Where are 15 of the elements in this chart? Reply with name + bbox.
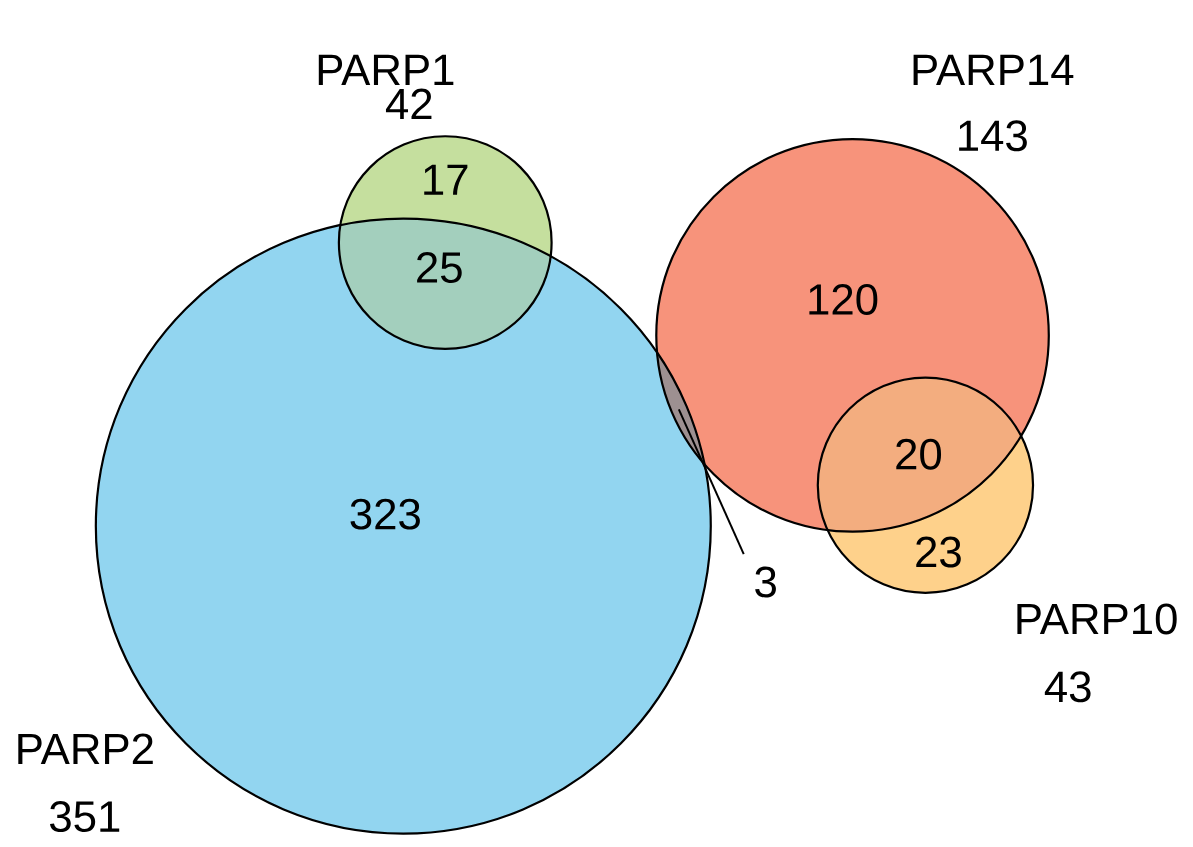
text: 120 — [809, 284, 878, 316]
text: 25 — [417, 252, 462, 284]
text: 23 — [916, 536, 961, 568]
category-label: PARP14 — [913, 54, 1074, 86]
category-label: PARP10 — [1017, 603, 1177, 635]
data-label: 351 — [50, 801, 120, 833]
category-label: PARP1 — [318, 54, 454, 86]
data-label: 143 — [959, 120, 1027, 152]
data-label: 42 — [385, 88, 432, 120]
text: 17 — [424, 164, 468, 195]
text: 3 — [755, 566, 776, 598]
data-label: 43 — [1044, 671, 1091, 703]
text: 323 — [350, 498, 420, 530]
category-label: PARP2 — [18, 733, 153, 765]
text: 20 — [896, 438, 942, 470]
